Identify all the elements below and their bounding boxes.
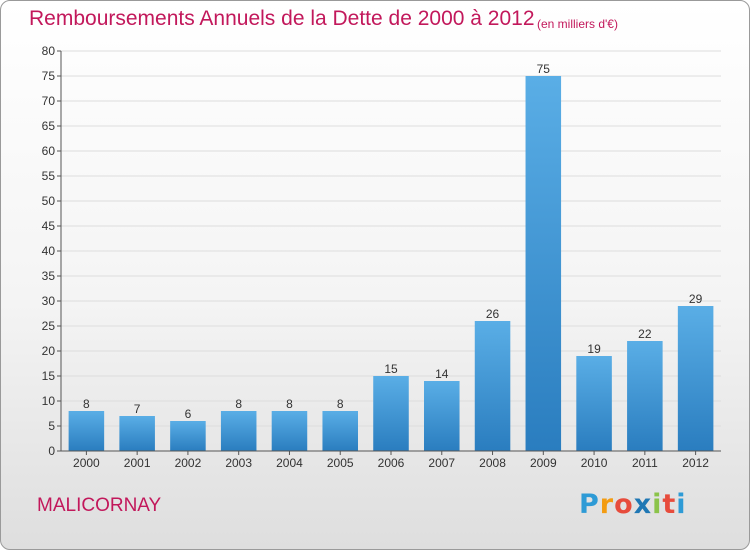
data-label: 26 (486, 307, 500, 321)
logo-letter: P (579, 489, 600, 520)
data-label: 6 (185, 407, 192, 421)
y-tick-label: 70 (42, 94, 56, 108)
bar (170, 421, 206, 451)
x-tick-label: 2009 (530, 456, 557, 470)
bar (271, 411, 308, 451)
bar (525, 76, 562, 451)
data-label: 8 (286, 397, 293, 411)
x-tick-label: 2011 (632, 456, 658, 470)
data-label: 75 (537, 62, 551, 76)
bar (474, 321, 511, 451)
y-tick-label: 35 (42, 269, 56, 283)
data-label: 8 (235, 397, 242, 411)
bar (220, 411, 257, 451)
data-label: 8 (83, 397, 90, 411)
logo-letter: i (676, 489, 687, 520)
y-tick-label: 20 (42, 344, 56, 358)
data-label: 7 (134, 402, 141, 416)
y-tick-label: 75 (42, 69, 56, 83)
y-tick-label: 55 (42, 169, 56, 183)
y-tick-label: 50 (42, 194, 56, 208)
x-tick-label: 2008 (479, 456, 506, 470)
bar (627, 341, 663, 451)
data-label: 22 (638, 327, 652, 341)
bars (68, 76, 714, 451)
y-tick-label: 5 (48, 419, 55, 433)
commune-name: MALICORNAY (37, 495, 162, 516)
logo-letter: i (652, 489, 663, 520)
axes (57, 50, 721, 455)
y-tick-label: 15 (42, 369, 56, 383)
y-tick-label: 25 (42, 319, 56, 333)
y-tick-label: 40 (42, 244, 56, 258)
y-tick-label: 80 (42, 44, 56, 58)
x-tick-label: 2000 (73, 456, 100, 470)
bar (119, 416, 155, 451)
bar (68, 411, 105, 451)
logo-letter: o (614, 489, 634, 520)
labels: 0 5 10 15 20 25 30 35 40 45 50 55 60 65 70 75 80 8 2000 7 20… (42, 44, 710, 470)
x-tick-label: 2004 (276, 456, 303, 470)
bar (322, 411, 358, 451)
y-tick-label: 60 (42, 144, 56, 158)
x-tick-label: 2002 (175, 456, 202, 470)
y-tick-label: 10 (42, 394, 56, 408)
data-label: 8 (337, 397, 344, 411)
y-tick-label: 65 (42, 119, 56, 133)
x-tick-label: 2007 (428, 456, 455, 470)
x-tick-label: 2010 (581, 456, 608, 470)
logo-letter: t (662, 489, 677, 520)
x-tick-label: 2005 (327, 456, 354, 470)
data-label: 29 (689, 292, 703, 306)
y-tick-label: 30 (42, 294, 56, 308)
bar (373, 376, 409, 451)
y-tick-label: 0 (48, 444, 55, 458)
bar (677, 306, 714, 451)
data-label: 19 (587, 342, 601, 356)
chart-title: Remboursements Annuels de la Dette de 20… (29, 7, 535, 30)
y-tick-label: 45 (42, 219, 56, 233)
data-label: 14 (435, 367, 449, 381)
bar (424, 381, 460, 451)
chart-unit: (en milliers d'€) (537, 17, 618, 31)
proxiti-logo: Proxiti (579, 489, 687, 520)
logo-letter: x (633, 489, 653, 520)
x-tick-label: 2012 (682, 456, 709, 470)
x-tick-label: 2006 (378, 456, 405, 470)
x-tick-label: 2003 (225, 456, 252, 470)
x-tick-label: 2001 (124, 456, 151, 470)
data-label: 15 (384, 362, 398, 376)
bar (576, 356, 612, 451)
logo-letter: r (599, 489, 615, 520)
